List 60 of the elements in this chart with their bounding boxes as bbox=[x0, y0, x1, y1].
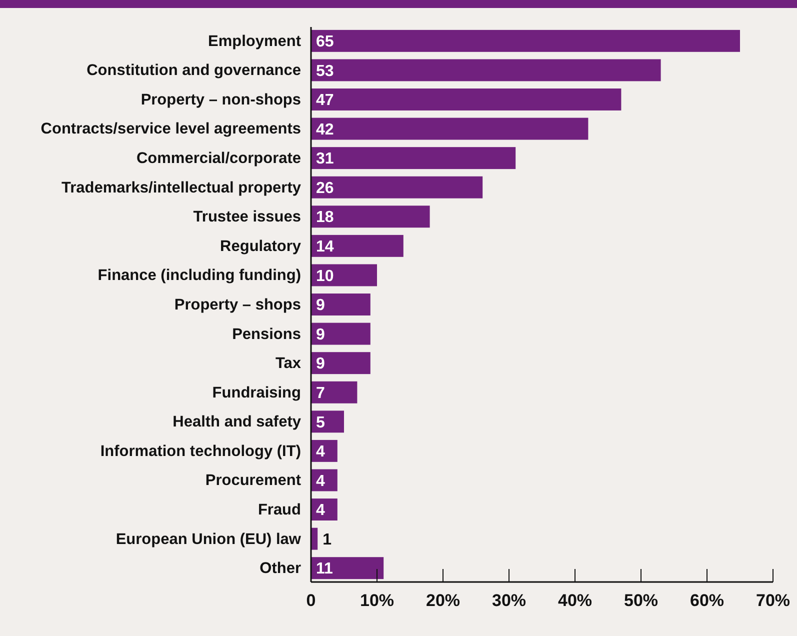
y-tick-label: Information technology (IT) bbox=[100, 442, 301, 460]
y-tick-label: Trustee issues bbox=[193, 208, 301, 226]
x-tick-label: 70% bbox=[756, 591, 790, 610]
data-label: 26 bbox=[316, 180, 334, 197]
y-tick-label: Fundraising bbox=[212, 384, 301, 402]
bar bbox=[311, 381, 358, 404]
bar bbox=[311, 206, 430, 228]
data-label: 9 bbox=[316, 297, 325, 314]
x-tick-label: 20% bbox=[426, 591, 460, 610]
data-label: 9 bbox=[316, 326, 325, 344]
y-tick-label: Other bbox=[260, 560, 301, 578]
x-tick-label: 60% bbox=[690, 591, 724, 610]
x-tick-label: 0 bbox=[306, 591, 316, 610]
y-tick-label: Tax bbox=[275, 355, 302, 372]
data-label: 42 bbox=[316, 121, 334, 138]
bar bbox=[311, 352, 370, 374]
bar bbox=[311, 234, 404, 257]
y-tick-label: Property – non-shops bbox=[140, 91, 301, 108]
data-label: 7 bbox=[316, 384, 325, 402]
data-label: 4 bbox=[316, 502, 325, 520]
bar bbox=[311, 118, 588, 140]
y-tick-label: Health and safety bbox=[172, 414, 302, 431]
data-label: 31 bbox=[316, 150, 334, 168]
y-tick-label: European Union (EU) law bbox=[116, 530, 302, 548]
y-tick-label: Commercial/corporate bbox=[136, 150, 302, 168]
y-tick-label: Trademarks/intellectual property bbox=[62, 179, 302, 196]
data-label: 47 bbox=[316, 92, 334, 110]
x-tick-label: 10% bbox=[360, 591, 394, 610]
x-tick-label: 40% bbox=[558, 591, 592, 610]
bar bbox=[311, 59, 661, 82]
bar bbox=[311, 88, 622, 110]
y-tick-label: Contracts/service level agreements bbox=[40, 120, 301, 138]
bar bbox=[311, 557, 384, 580]
bar bbox=[311, 322, 370, 345]
data-label: 1 bbox=[322, 531, 332, 548]
y-tick-label: Finance (including funding) bbox=[98, 267, 301, 284]
data-label: 10 bbox=[316, 268, 334, 285]
y-tick-label: Employment bbox=[208, 32, 301, 50]
x-tick-label: 30% bbox=[492, 591, 526, 610]
data-label: 11 bbox=[316, 560, 334, 578]
data-label: 18 bbox=[316, 209, 334, 226]
y-tick-label: Pensions bbox=[232, 326, 301, 343]
bar bbox=[311, 294, 370, 316]
y-tick-label: Property – shops bbox=[174, 296, 301, 314]
x-tick-label: 50% bbox=[624, 591, 658, 610]
bar bbox=[311, 176, 483, 198]
bar bbox=[311, 147, 516, 170]
bar bbox=[311, 30, 740, 52]
data-label: 14 bbox=[316, 238, 334, 256]
data-label: 9 bbox=[316, 356, 325, 373]
y-tick-label: Fraud bbox=[258, 501, 301, 518]
y-tick-label: Regulatory bbox=[220, 238, 302, 255]
data-label: 53 bbox=[316, 62, 334, 80]
y-tick-label: Constitution and governance bbox=[86, 62, 302, 80]
y-tick-label: Procurement bbox=[205, 472, 301, 490]
data-label: 4 bbox=[316, 472, 325, 490]
bar bbox=[311, 264, 377, 286]
data-label: 5 bbox=[316, 414, 325, 432]
data-label: 65 bbox=[316, 34, 334, 51]
data-label: 4 bbox=[316, 444, 325, 461]
